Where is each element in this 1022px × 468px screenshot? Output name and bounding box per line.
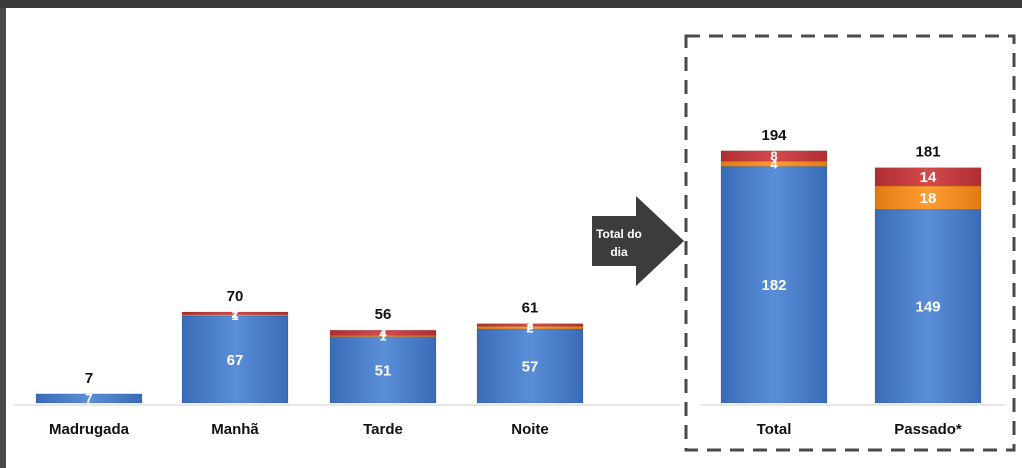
bar-segment-total-tertiary — [720, 150, 828, 162]
bar-segment-tarde-tertiary — [329, 329, 437, 336]
bar-segment-noite-tertiary — [476, 323, 584, 327]
bar-segment-madrugada-primary — [35, 393, 143, 404]
segment-label-passado-secondary: 18 — [920, 190, 937, 207]
segment-label-tarde-secondary: 1 — [379, 329, 386, 344]
bar-segment-manh-primary — [181, 315, 289, 404]
total-label-total: 194 — [761, 127, 787, 144]
total-label-noite: 61 — [522, 300, 539, 317]
category-label-total: Total — [757, 421, 792, 438]
segment-label-manh-tertiary: 2 — [231, 306, 238, 321]
bar-segment-total-primary — [720, 166, 828, 404]
total-label-tarde: 56 — [375, 306, 392, 323]
segment-label-madrugada-primary: 7 — [85, 391, 92, 406]
top-bar — [0, 0, 1022, 8]
arrow-label-line-1: Total do — [596, 227, 642, 241]
segment-label-total-primary: 182 — [761, 277, 786, 294]
category-label-noite: Noite — [511, 421, 549, 438]
total-label-manh: 70 — [227, 288, 244, 305]
category-label-madrugada: Madrugada — [49, 421, 130, 438]
segment-label-passado-tertiary: 14 — [920, 169, 937, 186]
bar-segment-passado-tertiary — [874, 167, 982, 187]
category-label-manh: Manhã — [211, 421, 259, 438]
segment-label-tarde-tertiary: 4 — [379, 325, 387, 340]
bar-segment-manh-tertiary — [181, 311, 289, 315]
segment-label-total-secondary: 4 — [770, 156, 778, 171]
highlight-dashed-box — [684, 34, 1016, 452]
segment-label-total-tertiary: 8 — [770, 149, 777, 164]
category-label-passado: Passado* — [894, 421, 962, 438]
segment-label-tarde-primary: 51 — [375, 362, 392, 379]
bar-segment-passado-primary — [874, 209, 982, 404]
bar-segment-noite-primary — [476, 328, 584, 404]
category-label-tarde: Tarde — [363, 421, 403, 438]
total-label-passado: 181 — [915, 144, 940, 161]
segment-label-noite-secondary: 2 — [526, 320, 533, 335]
segment-label-noite-primary: 57 — [522, 358, 539, 375]
total-do-dia-arrow: Total do dia — [592, 196, 684, 286]
segment-label-manh-primary: 67 — [227, 352, 244, 369]
bars-group: 77Madrugada671270Manhã511456Tarde572261N… — [35, 127, 982, 438]
left-bar — [0, 8, 6, 468]
segment-label-noite-tertiary: 2 — [526, 318, 533, 333]
segment-label-manh-secondary: 1 — [231, 308, 238, 323]
arrow-label-line-2: dia — [610, 245, 628, 259]
total-label-madrugada: 7 — [85, 370, 93, 387]
bar-segment-tarde-primary — [329, 336, 437, 404]
segment-label-passado-primary: 149 — [915, 299, 940, 316]
